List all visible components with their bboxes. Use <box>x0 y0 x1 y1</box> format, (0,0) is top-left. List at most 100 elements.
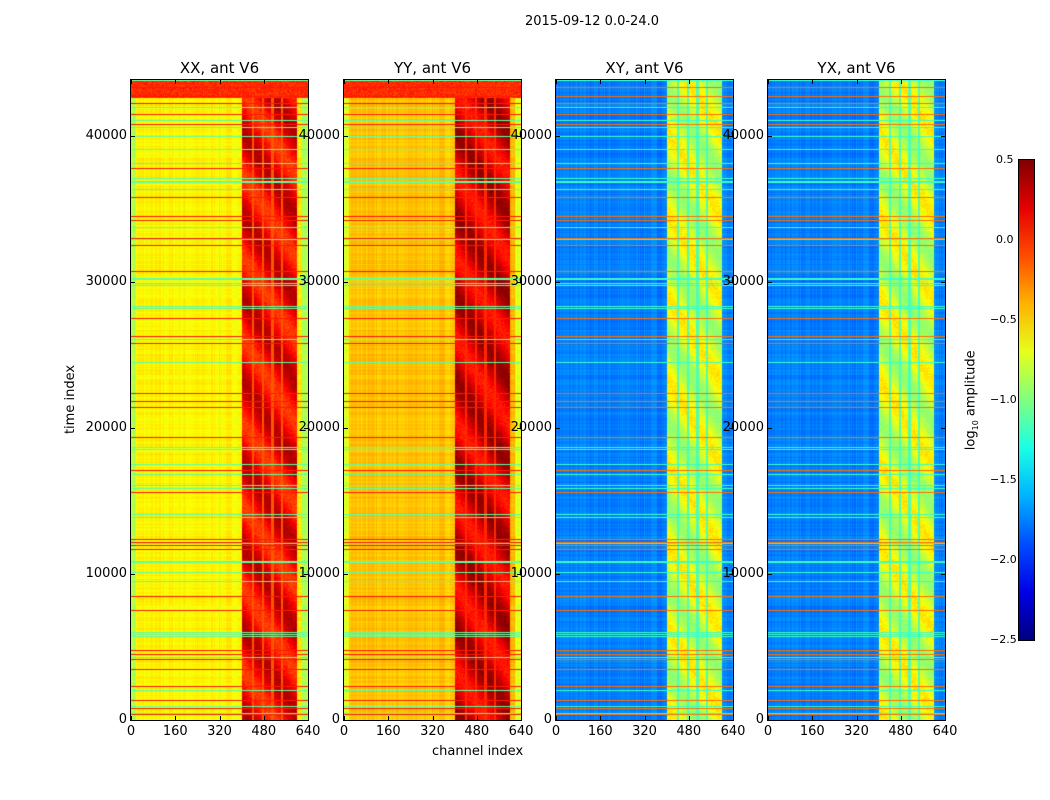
y-tick-mark <box>768 720 772 721</box>
y-tick-mark <box>941 281 945 283</box>
x-tick-mark <box>219 80 221 84</box>
x-tick-mark <box>900 80 902 84</box>
y-tick-mark <box>941 573 945 575</box>
x-tick-mark <box>688 80 690 84</box>
x-tick-mark <box>263 716 265 720</box>
y-tick-mark <box>556 427 560 429</box>
x-tick-mark <box>175 716 177 720</box>
y-tick-mark <box>517 573 521 575</box>
colorbar-label-log: log <box>963 430 979 451</box>
x-tick-mark <box>219 716 221 720</box>
x-tick-label: 320 <box>632 724 657 739</box>
y-tick-label: 0 <box>331 712 340 727</box>
x-tick-mark <box>432 716 434 720</box>
y-tick-mark <box>344 573 348 575</box>
y-tick-mark <box>941 427 945 429</box>
x-tick-mark <box>733 716 734 720</box>
x-tick-mark <box>812 716 814 720</box>
x-tick-mark <box>521 80 522 84</box>
y-tick-mark <box>344 281 348 283</box>
x-tick-mark <box>308 716 309 720</box>
x-tick-mark <box>344 716 345 720</box>
x-tick-label: 0 <box>126 724 136 739</box>
y-tick-label: 20000 <box>722 419 764 435</box>
y-tick-mark <box>344 720 348 721</box>
y-axis-label: time index <box>63 364 79 435</box>
y-tick-label: 20000 <box>85 419 127 435</box>
x-tick-label: 480 <box>888 724 914 739</box>
heatmap-yy <box>343 79 522 721</box>
y-tick-mark <box>131 135 135 137</box>
x-tick-mark <box>521 716 522 720</box>
y-tick-mark <box>304 720 308 721</box>
y-tick-label: 40000 <box>722 127 764 143</box>
y-tick-label: 30000 <box>298 273 340 289</box>
x-tick-mark <box>556 80 557 84</box>
x-tick-mark <box>175 80 177 84</box>
y-tick-mark <box>304 135 308 137</box>
y-tick-mark <box>556 281 560 283</box>
y-tick-mark <box>131 427 135 429</box>
x-tick-label: 0 <box>551 724 561 739</box>
y-tick-mark <box>131 720 135 721</box>
x-tick-mark <box>768 80 769 84</box>
y-tick-label: 0 <box>118 712 127 727</box>
x-tick-label: 640 <box>720 724 746 739</box>
x-tick-mark <box>856 716 858 720</box>
y-tick-mark <box>768 427 772 429</box>
colorbar-tick-label: −1.0 <box>990 393 1017 406</box>
y-tick-mark <box>729 281 733 283</box>
colorbar-label-sub: 10 <box>971 420 981 431</box>
y-tick-mark <box>304 573 308 575</box>
y-tick-mark <box>304 281 308 283</box>
y-tick-mark <box>556 573 560 575</box>
panel-title-yy: YY, ant V6 <box>393 59 471 77</box>
x-tick-mark <box>900 716 902 720</box>
x-tick-mark <box>432 80 434 84</box>
x-tick-label: 480 <box>251 724 277 739</box>
y-tick-label: 10000 <box>722 565 764 581</box>
figure-title: 2015-09-12 0.0-24.0 <box>525 14 659 29</box>
x-tick-mark <box>308 80 309 84</box>
x-tick-label: 0 <box>339 724 349 739</box>
x-tick-label: 160 <box>587 724 613 739</box>
x-tick-mark <box>131 716 132 720</box>
x-tick-mark <box>600 716 602 720</box>
x-tick-label: 640 <box>932 724 958 739</box>
x-tick-mark <box>263 80 265 84</box>
y-tick-mark <box>344 427 348 429</box>
colorbar-tick-label: −0.5 <box>990 313 1017 326</box>
heatmap-xx <box>130 79 309 721</box>
colorbar-label: log10 amplitude <box>964 350 981 450</box>
y-tick-mark <box>131 573 135 575</box>
x-tick-mark <box>644 716 646 720</box>
x-tick-mark <box>945 716 946 720</box>
x-tick-label: 0 <box>763 724 773 739</box>
y-tick-mark <box>729 135 733 137</box>
y-tick-mark <box>729 573 733 575</box>
x-tick-label: 480 <box>676 724 702 739</box>
x-tick-mark <box>644 80 646 84</box>
y-tick-mark <box>768 135 772 137</box>
y-tick-label: 10000 <box>85 565 127 581</box>
x-tick-mark <box>688 716 690 720</box>
y-tick-label: 30000 <box>85 273 127 289</box>
x-tick-label: 160 <box>375 724 401 739</box>
x-tick-label: 480 <box>464 724 490 739</box>
colorbar-tick-label: 0.5 <box>996 153 1014 166</box>
x-tick-mark <box>388 80 390 84</box>
y-tick-label: 30000 <box>510 273 552 289</box>
x-tick-label: 640 <box>508 724 534 739</box>
x-tick-mark <box>768 716 769 720</box>
colorbar-tick-label: −2.0 <box>990 553 1017 566</box>
x-tick-label: 320 <box>844 724 869 739</box>
heatmap-yy-image <box>344 80 521 720</box>
colorbar-tick-label: −2.5 <box>990 633 1017 646</box>
heatmap-xy <box>555 79 734 721</box>
y-tick-mark <box>556 135 560 137</box>
y-tick-mark <box>768 573 772 575</box>
heatmap-xy-image <box>556 80 733 720</box>
y-tick-mark <box>729 427 733 429</box>
y-tick-mark <box>517 135 521 137</box>
panel-title-yx: YX, ant V6 <box>817 59 896 77</box>
